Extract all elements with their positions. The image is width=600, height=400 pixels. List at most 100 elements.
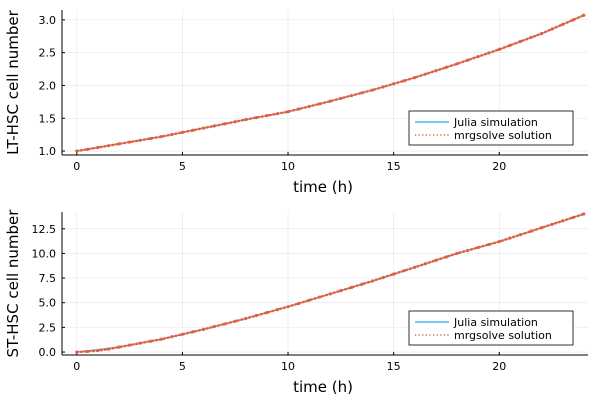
legend-label: mrgsolve solution xyxy=(454,129,552,142)
data-point xyxy=(476,54,480,59)
data-point xyxy=(307,298,311,302)
data-point xyxy=(444,255,449,259)
data-point xyxy=(413,265,417,269)
y-tick-label: 3.0 xyxy=(39,14,57,27)
data-point xyxy=(360,282,364,286)
data-point xyxy=(254,313,258,318)
data-point xyxy=(106,347,111,351)
data-point xyxy=(127,140,132,144)
data-point xyxy=(413,75,417,80)
y-tick-label: 10.0 xyxy=(32,247,57,260)
data-point xyxy=(582,13,586,17)
data-point xyxy=(339,96,343,100)
data-point xyxy=(265,310,269,315)
legend-box xyxy=(408,310,574,346)
x-tick-label: 0 xyxy=(73,360,80,373)
legend-label: Julia simulation xyxy=(453,116,538,129)
data-point xyxy=(138,341,142,345)
data-point xyxy=(349,94,354,98)
data-point xyxy=(96,145,100,150)
data-point xyxy=(582,212,586,216)
data-point xyxy=(180,130,185,134)
data-point xyxy=(529,229,533,233)
data-point xyxy=(370,88,375,92)
data-point xyxy=(170,132,174,137)
data-point xyxy=(138,138,142,142)
legend-label: Julia simulation xyxy=(453,316,538,329)
data-point xyxy=(275,112,280,116)
data-point xyxy=(518,39,523,44)
data-point xyxy=(476,245,480,250)
data-point xyxy=(455,251,459,256)
x-tick-label: 20 xyxy=(492,160,506,173)
data-point xyxy=(106,144,111,148)
data-point xyxy=(423,72,427,76)
data-point xyxy=(328,292,332,296)
data-point xyxy=(117,345,121,349)
y-axis-label: LT-HSC cell number xyxy=(4,9,22,154)
data-point xyxy=(223,122,227,126)
panel-lt: 0 5 10 15 20 1.0 1.5 2.0 2.5 3.0 time (h) LT-HSC ce… xyxy=(4,9,588,196)
y-tick-label: 7.5 xyxy=(39,272,57,285)
data-point xyxy=(360,91,364,95)
data-point xyxy=(212,124,216,128)
data-point xyxy=(465,58,470,62)
data-point xyxy=(561,22,565,27)
data-point xyxy=(159,135,163,139)
data-point xyxy=(392,272,396,276)
x-tick-label: 5 xyxy=(179,360,186,373)
data-point xyxy=(434,69,438,73)
data-point xyxy=(149,339,153,343)
y-tick-label: 2.0 xyxy=(39,79,57,92)
data-point xyxy=(370,279,375,283)
data-point xyxy=(127,343,132,347)
data-point xyxy=(233,319,237,323)
data-point xyxy=(296,107,301,111)
data-point xyxy=(296,301,301,306)
data-point xyxy=(307,104,311,109)
y-tick-label: 2.5 xyxy=(39,47,57,60)
x-axis-label: time (h) xyxy=(293,178,353,196)
data-point xyxy=(149,136,153,141)
data-point xyxy=(402,79,406,83)
data-point xyxy=(497,47,501,51)
data-point xyxy=(339,289,343,293)
data-point xyxy=(487,51,491,55)
x-tick-label: 0 xyxy=(73,160,80,173)
legend-label: mrgsolve solution xyxy=(454,329,552,342)
data-point xyxy=(96,348,100,353)
data-point xyxy=(117,142,121,146)
data-point xyxy=(508,236,512,240)
data-point xyxy=(233,120,237,124)
data-point xyxy=(191,330,195,334)
data-point xyxy=(550,222,554,226)
data-point xyxy=(201,327,206,331)
data-point xyxy=(201,126,206,130)
data-point xyxy=(275,308,280,312)
data-point xyxy=(254,116,258,120)
data-point xyxy=(265,114,269,118)
x-tick-label: 10 xyxy=(281,160,295,173)
data-point xyxy=(75,350,79,354)
data-point xyxy=(508,43,512,48)
y-tick-label: 5.0 xyxy=(39,297,57,310)
y-tick-label: 1.0 xyxy=(39,145,57,158)
data-point xyxy=(180,332,185,336)
x-tick-label: 10 xyxy=(281,360,295,373)
data-point xyxy=(349,285,354,290)
data-point xyxy=(328,99,332,103)
data-point xyxy=(539,32,544,36)
data-point xyxy=(191,128,195,132)
data-point xyxy=(561,219,565,223)
x-tick-label: 15 xyxy=(387,360,401,373)
data-point xyxy=(244,117,248,122)
data-point xyxy=(487,242,491,247)
data-point xyxy=(286,305,290,309)
y-axis-label: ST-HSC cell number xyxy=(4,209,22,358)
y-tick-label: 0.0 xyxy=(39,346,57,359)
data-point xyxy=(318,102,322,106)
x-axis-label: time (h) xyxy=(293,378,353,396)
